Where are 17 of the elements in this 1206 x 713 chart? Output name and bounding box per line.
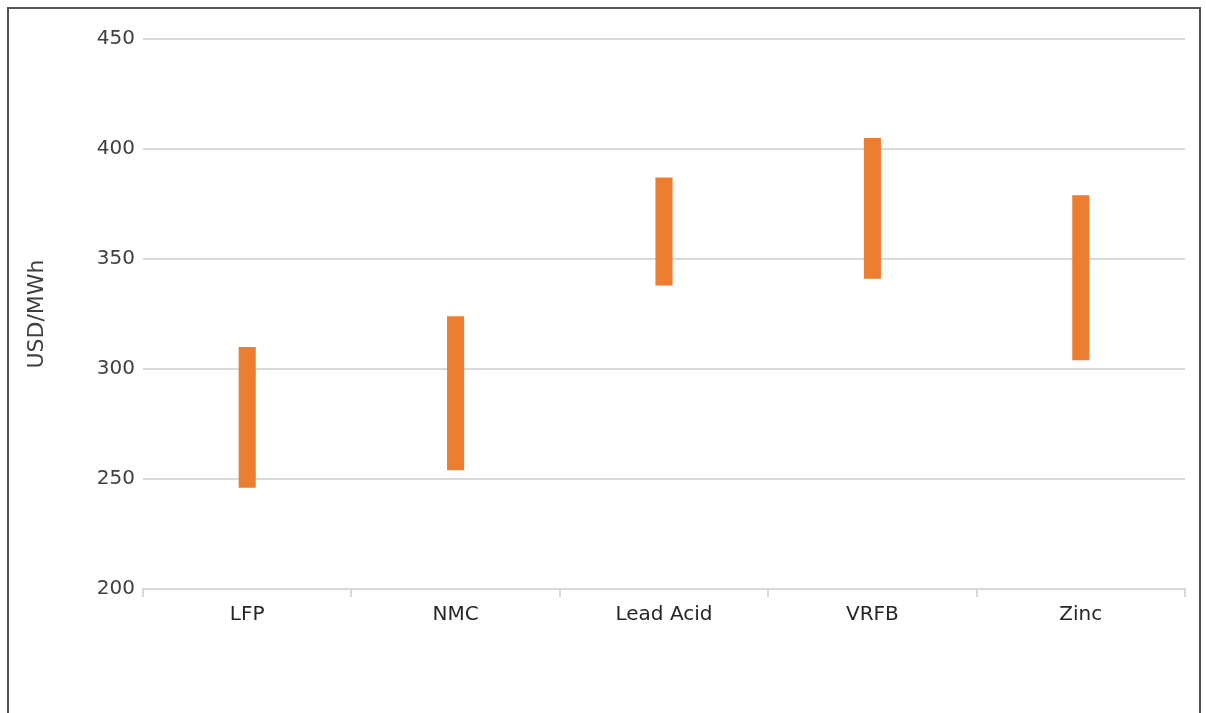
x-tick-label: Zinc <box>1059 601 1103 626</box>
x-tick-label: Lead Acid <box>615 601 713 626</box>
y-tick-label: 200 <box>96 575 135 600</box>
y-tick-label: 300 <box>96 355 135 380</box>
y-tick-label: 450 <box>96 25 135 50</box>
bar <box>238 347 256 488</box>
bar <box>655 177 673 286</box>
x-tick-label: NMC <box>432 601 479 626</box>
bar <box>447 316 465 471</box>
x-tick-label: LFP <box>229 601 265 626</box>
y-tick-label: 400 <box>96 135 135 160</box>
bar <box>1072 195 1090 361</box>
y-tick-label: 250 <box>96 465 135 490</box>
bar <box>863 138 881 279</box>
x-tick-label: VRFB <box>845 601 899 626</box>
y-axis-title: USD/MWh <box>22 259 48 369</box>
y-tick-label: 350 <box>96 245 135 270</box>
